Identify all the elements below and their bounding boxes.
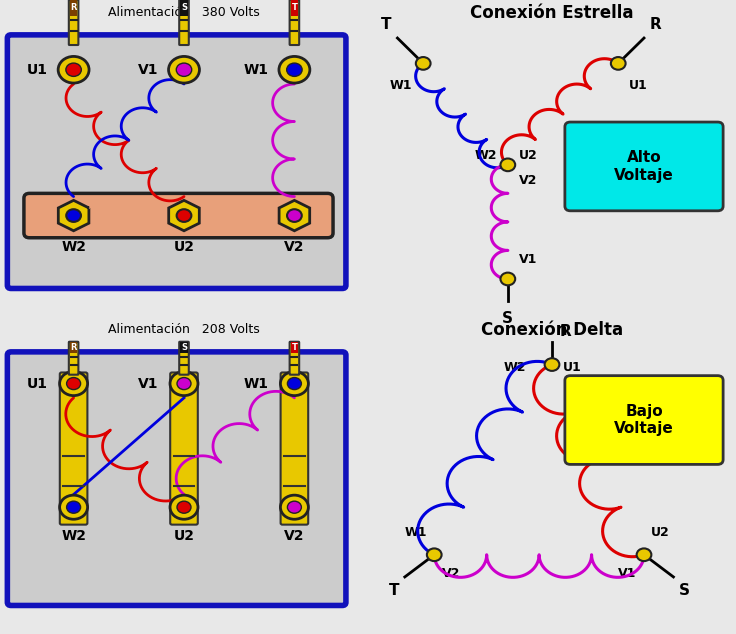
Text: U1: U1	[26, 63, 48, 77]
Text: T: T	[381, 16, 392, 32]
FancyBboxPatch shape	[291, 342, 298, 354]
FancyBboxPatch shape	[69, 0, 78, 45]
Text: U2: U2	[651, 526, 670, 539]
Circle shape	[500, 158, 515, 171]
Circle shape	[287, 209, 302, 222]
Text: V2: V2	[519, 174, 537, 188]
Circle shape	[500, 273, 515, 285]
FancyBboxPatch shape	[170, 372, 198, 525]
Circle shape	[177, 63, 192, 77]
Circle shape	[177, 377, 191, 389]
Text: V2: V2	[284, 240, 305, 254]
Circle shape	[177, 501, 191, 514]
Circle shape	[66, 63, 81, 77]
Circle shape	[66, 377, 81, 389]
Text: U2: U2	[174, 240, 194, 254]
Text: W2: W2	[474, 148, 497, 162]
Circle shape	[287, 63, 302, 77]
Text: S: S	[181, 344, 187, 353]
Text: V1: V1	[138, 63, 158, 77]
Text: V2: V2	[442, 567, 460, 581]
Circle shape	[427, 548, 442, 561]
Circle shape	[280, 495, 308, 519]
FancyBboxPatch shape	[180, 0, 188, 45]
Circle shape	[60, 495, 88, 519]
FancyBboxPatch shape	[60, 372, 88, 525]
FancyBboxPatch shape	[180, 0, 188, 15]
Text: W1: W1	[244, 63, 269, 77]
Text: W1: W1	[244, 377, 269, 391]
Circle shape	[66, 209, 81, 222]
Text: Alto
Voltaje: Alto Voltaje	[614, 150, 674, 183]
Circle shape	[287, 501, 302, 514]
Circle shape	[416, 57, 431, 70]
Text: U1: U1	[563, 361, 581, 374]
FancyBboxPatch shape	[290, 342, 300, 375]
Text: U1: U1	[629, 79, 648, 93]
FancyBboxPatch shape	[280, 372, 308, 525]
FancyBboxPatch shape	[565, 122, 723, 210]
FancyBboxPatch shape	[69, 342, 78, 375]
Text: T: T	[291, 3, 297, 12]
Text: Conexión Estrella: Conexión Estrella	[470, 4, 634, 22]
Text: Alimentación   208 Volts: Alimentación 208 Volts	[108, 323, 260, 336]
Text: V1: V1	[618, 567, 637, 581]
FancyBboxPatch shape	[70, 0, 77, 15]
Text: T: T	[389, 583, 399, 598]
Circle shape	[287, 377, 302, 389]
Text: V1: V1	[138, 377, 158, 391]
Text: R: R	[559, 324, 571, 339]
Circle shape	[170, 495, 198, 519]
Circle shape	[545, 358, 559, 371]
Text: V1: V1	[519, 253, 537, 266]
Polygon shape	[169, 200, 199, 231]
FancyBboxPatch shape	[70, 342, 77, 354]
Polygon shape	[279, 200, 310, 231]
Text: Conexión Delta: Conexión Delta	[481, 321, 623, 339]
Text: U2: U2	[174, 529, 194, 543]
Text: R: R	[649, 16, 661, 32]
FancyBboxPatch shape	[7, 352, 346, 605]
Text: T: T	[291, 344, 297, 353]
FancyBboxPatch shape	[565, 375, 723, 464]
Text: W2: W2	[61, 529, 86, 543]
Text: U1: U1	[26, 377, 48, 391]
Circle shape	[637, 548, 651, 561]
FancyBboxPatch shape	[24, 193, 333, 238]
FancyBboxPatch shape	[7, 35, 346, 288]
Text: Bajo
Voltaje: Bajo Voltaje	[614, 404, 674, 436]
Text: S: S	[181, 3, 187, 12]
Circle shape	[58, 56, 89, 83]
Circle shape	[280, 372, 308, 396]
Text: S: S	[679, 583, 690, 598]
Text: U2: U2	[519, 148, 537, 162]
Text: W1: W1	[404, 526, 427, 539]
FancyBboxPatch shape	[290, 0, 300, 45]
Circle shape	[279, 56, 310, 83]
Text: W1: W1	[389, 79, 412, 93]
Text: S: S	[503, 311, 513, 326]
Circle shape	[169, 56, 199, 83]
Text: W2: W2	[503, 361, 526, 374]
Text: Alimentación   380 Volts: Alimentación 380 Volts	[108, 6, 260, 19]
Circle shape	[177, 209, 191, 222]
FancyBboxPatch shape	[180, 342, 188, 354]
Polygon shape	[58, 200, 89, 231]
FancyBboxPatch shape	[180, 342, 188, 375]
Text: R: R	[71, 3, 77, 12]
Text: R: R	[71, 344, 77, 353]
Text: W2: W2	[61, 240, 86, 254]
Circle shape	[60, 372, 88, 396]
FancyBboxPatch shape	[291, 0, 298, 15]
Circle shape	[170, 372, 198, 396]
Circle shape	[66, 501, 81, 514]
Circle shape	[611, 57, 626, 70]
Text: V2: V2	[284, 529, 305, 543]
